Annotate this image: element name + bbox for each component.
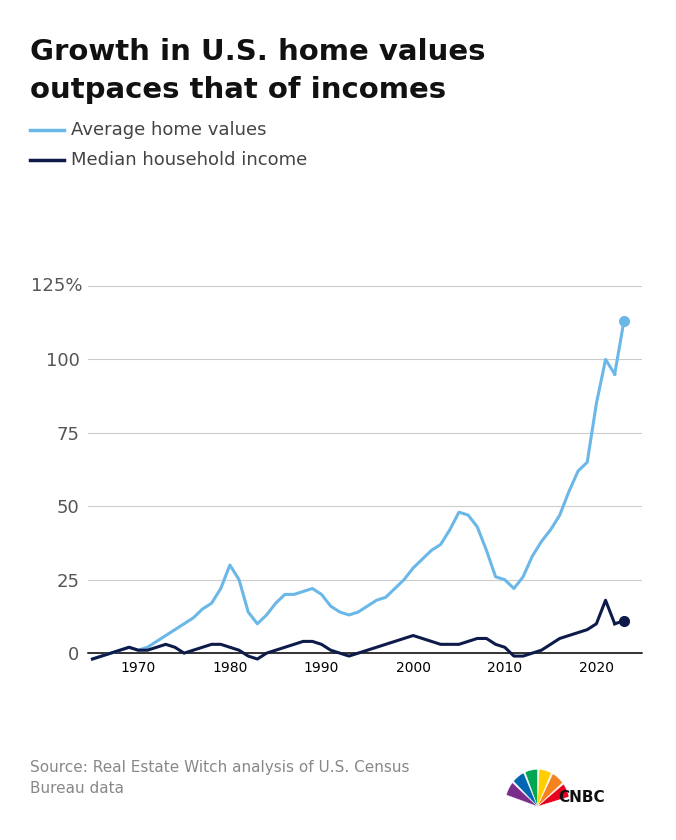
Text: Source: Real Estate Witch analysis of U.S. Census
Bureau data: Source: Real Estate Witch analysis of U.… (30, 760, 410, 796)
Text: Growth in U.S. home values: Growth in U.S. home values (30, 38, 486, 66)
Text: 125%: 125% (31, 277, 82, 295)
Text: Median household income: Median household income (71, 150, 307, 169)
Wedge shape (514, 773, 537, 806)
Wedge shape (537, 785, 569, 806)
Wedge shape (537, 769, 551, 806)
Text: Average home values: Average home values (71, 121, 266, 139)
Text: CNBC: CNBC (559, 790, 605, 806)
Text: outpaces that of incomes: outpaces that of incomes (30, 76, 447, 103)
Wedge shape (506, 783, 537, 806)
Wedge shape (537, 774, 562, 806)
Wedge shape (525, 769, 537, 806)
